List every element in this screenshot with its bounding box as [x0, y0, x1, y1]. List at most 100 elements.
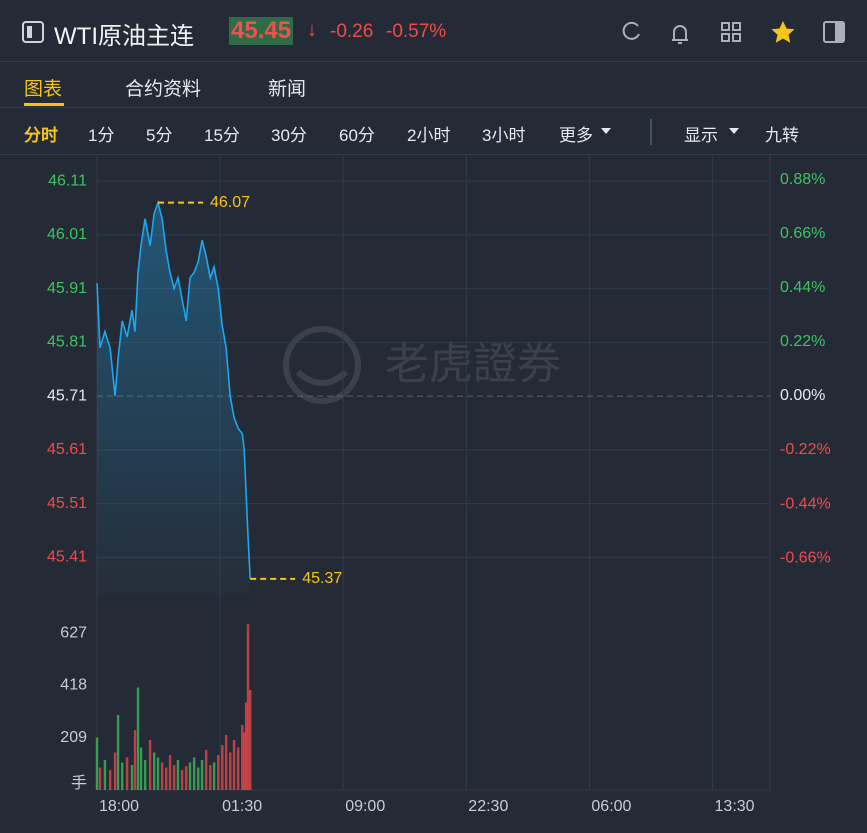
volume-bar [216, 755, 220, 790]
period[interactable]: 5分 [146, 126, 173, 145]
volume-bar [249, 690, 252, 790]
volume-bar [244, 702, 248, 790]
y-tick-label: 45.91 [47, 280, 87, 297]
period-active[interactable]: 分时 [24, 126, 58, 145]
period[interactable]: 3小时 [482, 126, 526, 145]
y-tick-label: 45.61 [47, 441, 87, 458]
volume-bar [139, 747, 143, 790]
volume-bar [103, 760, 107, 790]
volume-tick-label: 418 [60, 677, 87, 694]
volume-bar [120, 762, 124, 790]
divider [0, 154, 867, 155]
volume-bar [246, 624, 250, 790]
down-arrow: ↓ [307, 19, 317, 41]
volume-bar [172, 765, 176, 790]
volume-bar [165, 767, 168, 790]
period[interactable]: 30分 [271, 126, 307, 145]
divider [0, 107, 867, 108]
y2-tick-label: 0.22% [780, 333, 825, 350]
y-tick-label: 45.71 [47, 387, 87, 404]
grid-icon[interactable] [721, 22, 741, 42]
menu-icon[interactable] [22, 21, 44, 43]
star-icon[interactable] [771, 21, 795, 43]
volume-bar [160, 762, 164, 790]
volume-bar [200, 760, 204, 790]
y2-tick-label: -0.44% [780, 495, 831, 512]
tab[interactable]: 合约资料 [125, 79, 202, 100]
extreme-label: 45.37 [302, 570, 342, 587]
volume-bar [221, 745, 224, 790]
volume-bar [130, 765, 134, 790]
volume-bar [152, 752, 156, 790]
caret [729, 128, 739, 139]
volume-bar [209, 765, 212, 790]
period[interactable]: 九转 [765, 126, 799, 145]
x-tick-label: 06:00 [591, 798, 631, 815]
y-tick-label: 45.51 [47, 495, 87, 512]
divider [0, 61, 867, 62]
tab-underline [24, 103, 64, 106]
separator [650, 119, 652, 145]
x-tick-label: 01:30 [222, 798, 262, 815]
area [97, 202, 251, 595]
bell-icon[interactable] [672, 25, 688, 44]
volume-bar [95, 737, 99, 790]
volume-bar [180, 770, 184, 790]
volume-bar [192, 757, 196, 790]
period[interactable]: 60分 [339, 126, 375, 145]
volume-bar [113, 752, 117, 790]
watermark-logo [283, 326, 361, 404]
y2-tick-label: -0.66% [780, 549, 831, 566]
volume-bar [236, 747, 240, 790]
volume-bar [98, 767, 102, 790]
x-tick-label: 18:00 [99, 798, 139, 815]
period[interactable]: 1分 [88, 126, 115, 145]
period-more[interactable]: 更多 [559, 126, 593, 145]
volume-tick-label: 627 [60, 624, 87, 641]
watermark: 老虎證券 [385, 340, 561, 389]
x-tick-label: 09:00 [345, 798, 385, 815]
volume-bar [212, 762, 216, 790]
volume-bar [241, 725, 244, 790]
volume-bar [242, 732, 246, 790]
toolbar-icons [622, 21, 845, 44]
y2-tick-label: 0.00% [780, 387, 825, 404]
x-tick-label: 22:30 [468, 798, 508, 815]
price-line [96, 199, 251, 579]
volume-bar [156, 757, 160, 790]
volume-bar [204, 750, 208, 790]
volume-bar [143, 760, 147, 790]
volume-bar [184, 766, 188, 790]
refresh-icon[interactable] [622, 21, 640, 40]
volume-bar [232, 740, 236, 790]
panel-icon[interactable] [823, 21, 845, 43]
period[interactable]: 2小时 [407, 126, 451, 145]
volume-bar [188, 762, 192, 790]
extreme-label: 46.07 [210, 194, 250, 211]
y-tick-label: 45.81 [47, 334, 87, 351]
volume-tick-label: 209 [60, 729, 87, 746]
volume-bar [224, 735, 228, 790]
volume-bar [125, 757, 129, 790]
price: 45.45 [229, 17, 294, 45]
y2-tick-label: 0.88% [780, 171, 825, 188]
period-display[interactable]: 显示 [684, 126, 718, 145]
change-pct: -0.57% [386, 21, 447, 42]
period[interactable]: 15分 [204, 126, 240, 145]
tab[interactable]: 新闻 [268, 79, 307, 100]
volume-bar [229, 752, 232, 790]
tab-active[interactable]: 图表 [24, 79, 63, 100]
volume-bar [108, 770, 112, 790]
title: WTI原油主连 [54, 23, 194, 50]
volume-bar [116, 715, 120, 790]
volume-bar [136, 687, 140, 790]
y2-tick-label: 0.44% [780, 279, 825, 296]
y-tick-label: 45.41 [47, 549, 87, 566]
y-tick-label: 46.01 [47, 226, 87, 243]
x-tick-label: 13:30 [715, 798, 755, 815]
volume-bar [176, 760, 180, 790]
volume-bar [197, 767, 200, 790]
volume-unit: 手 [71, 774, 87, 792]
caret [601, 128, 611, 139]
